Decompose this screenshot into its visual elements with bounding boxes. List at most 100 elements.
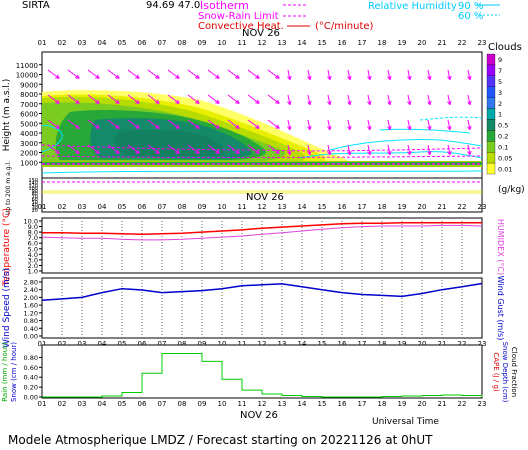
low-levels-band [41,177,483,213]
mid-hour-06: 06 [138,203,147,211]
wind-arrow [207,144,220,154]
wind-arrows [47,69,492,156]
cloud-y-ticks: 1000200030004000500060007000800090001000… [16,62,42,167]
wind-arrowhead [307,125,312,131]
wind-arrow [447,119,451,130]
wind-arrowhead [387,75,392,81]
wind-arrowhead [467,75,472,81]
top-hour-01: 01 [38,39,47,47]
temperature-tick-label: 1.0 [28,268,38,276]
wind-arrowhead [55,124,60,129]
wind-arrowhead [275,74,280,79]
wind-arrow [127,144,140,154]
colorbar-label: 5 [498,78,502,86]
low-hour-20: 20 [418,340,427,348]
mid-hour-07: 07 [158,203,167,211]
bottom-hour-01: 01 [38,400,47,408]
wind-arrow [207,94,220,104]
mid-hour-labels: 01 02 03 04 05 06 07 08 09 10 11 12 13 14 15 16 17 18 19 20… [38,203,487,211]
wind-arrowhead [327,125,332,131]
wind-arrow [307,69,311,80]
wind-arrow [427,119,431,130]
bottom-hour-11: 11 [238,400,247,408]
wind-arrowhead [447,150,452,156]
low-level-tick-label: 60 [32,197,38,203]
wind-arrow [107,94,120,104]
rain-tick-label: 0.80 [24,354,38,362]
colorbar-swatch [486,75,496,87]
bottom-hour-23: 23 [478,400,487,408]
top-hour-18: 18 [378,39,387,47]
wind-arrow [47,94,60,104]
cloudfraction-axis-label: Cloud Fraction [510,347,518,397]
cloud-colorbar: Clouds 9 7 5 3 2 1 0.5 0.2 0.1 0.05 0.01 (g/kg) [486,42,525,195]
low-level-tick-label: 140 [28,181,38,187]
wind-arrow [187,144,200,154]
bottom-hour-labels: 01 02 03 04 05 06 07 08 09 10 11 12 13 14 15 16 17 18 19 20… [38,400,487,408]
gust-axis-label: Wind Gust (m/s) [496,276,505,341]
wind-arrow [347,69,351,80]
wind-arrow [47,144,60,154]
wind-arrowhead [75,124,80,129]
low-level-tick-label: 20 [32,208,38,214]
wind-arrowhead [95,99,100,104]
cloud-band-core [114,129,225,157]
height-axis-label: Height (m a.s.l.) [2,79,12,152]
wind-arrow [87,94,100,104]
wind-arrowhead [447,100,452,106]
wind-arrow [107,119,120,129]
wind-arrow [407,69,411,80]
rh-legend-90: 90 % [458,1,483,12]
wind-arrow [347,144,351,155]
bottom-hour-04: 04 [98,400,107,408]
wind-arrow [67,69,80,79]
wind-arrow [287,144,291,155]
bottom-hour-22: 22 [458,400,467,408]
rh-legend: Relative Humidity [368,1,457,12]
wind-arrowhead [235,149,240,154]
mid-hour-10: 10 [218,203,227,211]
surface-cloud [42,190,482,194]
top-hour-10: 10 [218,39,227,47]
temperature-tick-label: 4.0 [28,251,38,259]
bottom-hour-09: 09 [198,400,207,408]
wind-arrow [87,69,100,79]
temperature-axis-label: Temperature (°C) [2,208,12,287]
wind-arrow [167,119,180,129]
wind-arrow [147,94,160,104]
wind-arrow [247,144,260,154]
wind-arrow [127,94,140,104]
mid-hour-21: 21 [438,203,447,211]
wind-arrowhead [95,149,100,154]
top-hour-12: 12 [258,39,267,47]
height-tick-label: 4000 [20,130,38,138]
wind-arrowhead [307,75,312,81]
wind-arrowhead [135,99,140,104]
convective-unit: (°C/minute) [315,21,374,32]
wind-arrowhead [115,124,120,129]
wind-arrowhead [255,99,260,104]
mid-hour-13: 13 [278,203,287,211]
wind-arrowhead [287,125,292,131]
colorbar-swatch [486,64,496,76]
wind-arrowhead [275,99,280,104]
wind-arrowhead [287,150,292,156]
wind-arrow [67,119,80,129]
date-label-bottom: NOV 26 [240,410,278,421]
wind-arrow [467,69,471,80]
cloud-panel: 1000200030004000500060007000800090001000… [2,51,492,215]
wind-arrowhead [275,124,280,129]
low-hour-04: 04 [98,340,107,348]
snowdepth-axis-label: Snow Depth (cm) [501,342,509,403]
wind-arrow [147,69,160,79]
bottom-hour-20: 20 [418,400,427,408]
temperature-tick-label: 6.0 [28,240,38,248]
humidex-line [41,224,483,241]
wind-arrow [127,119,140,129]
colorbar-label: 3 [498,89,502,97]
wind-arrow [267,94,280,104]
wind-arrow [427,94,431,105]
wind-arrow [447,94,451,105]
coords-partial: 47.0 [178,0,200,11]
